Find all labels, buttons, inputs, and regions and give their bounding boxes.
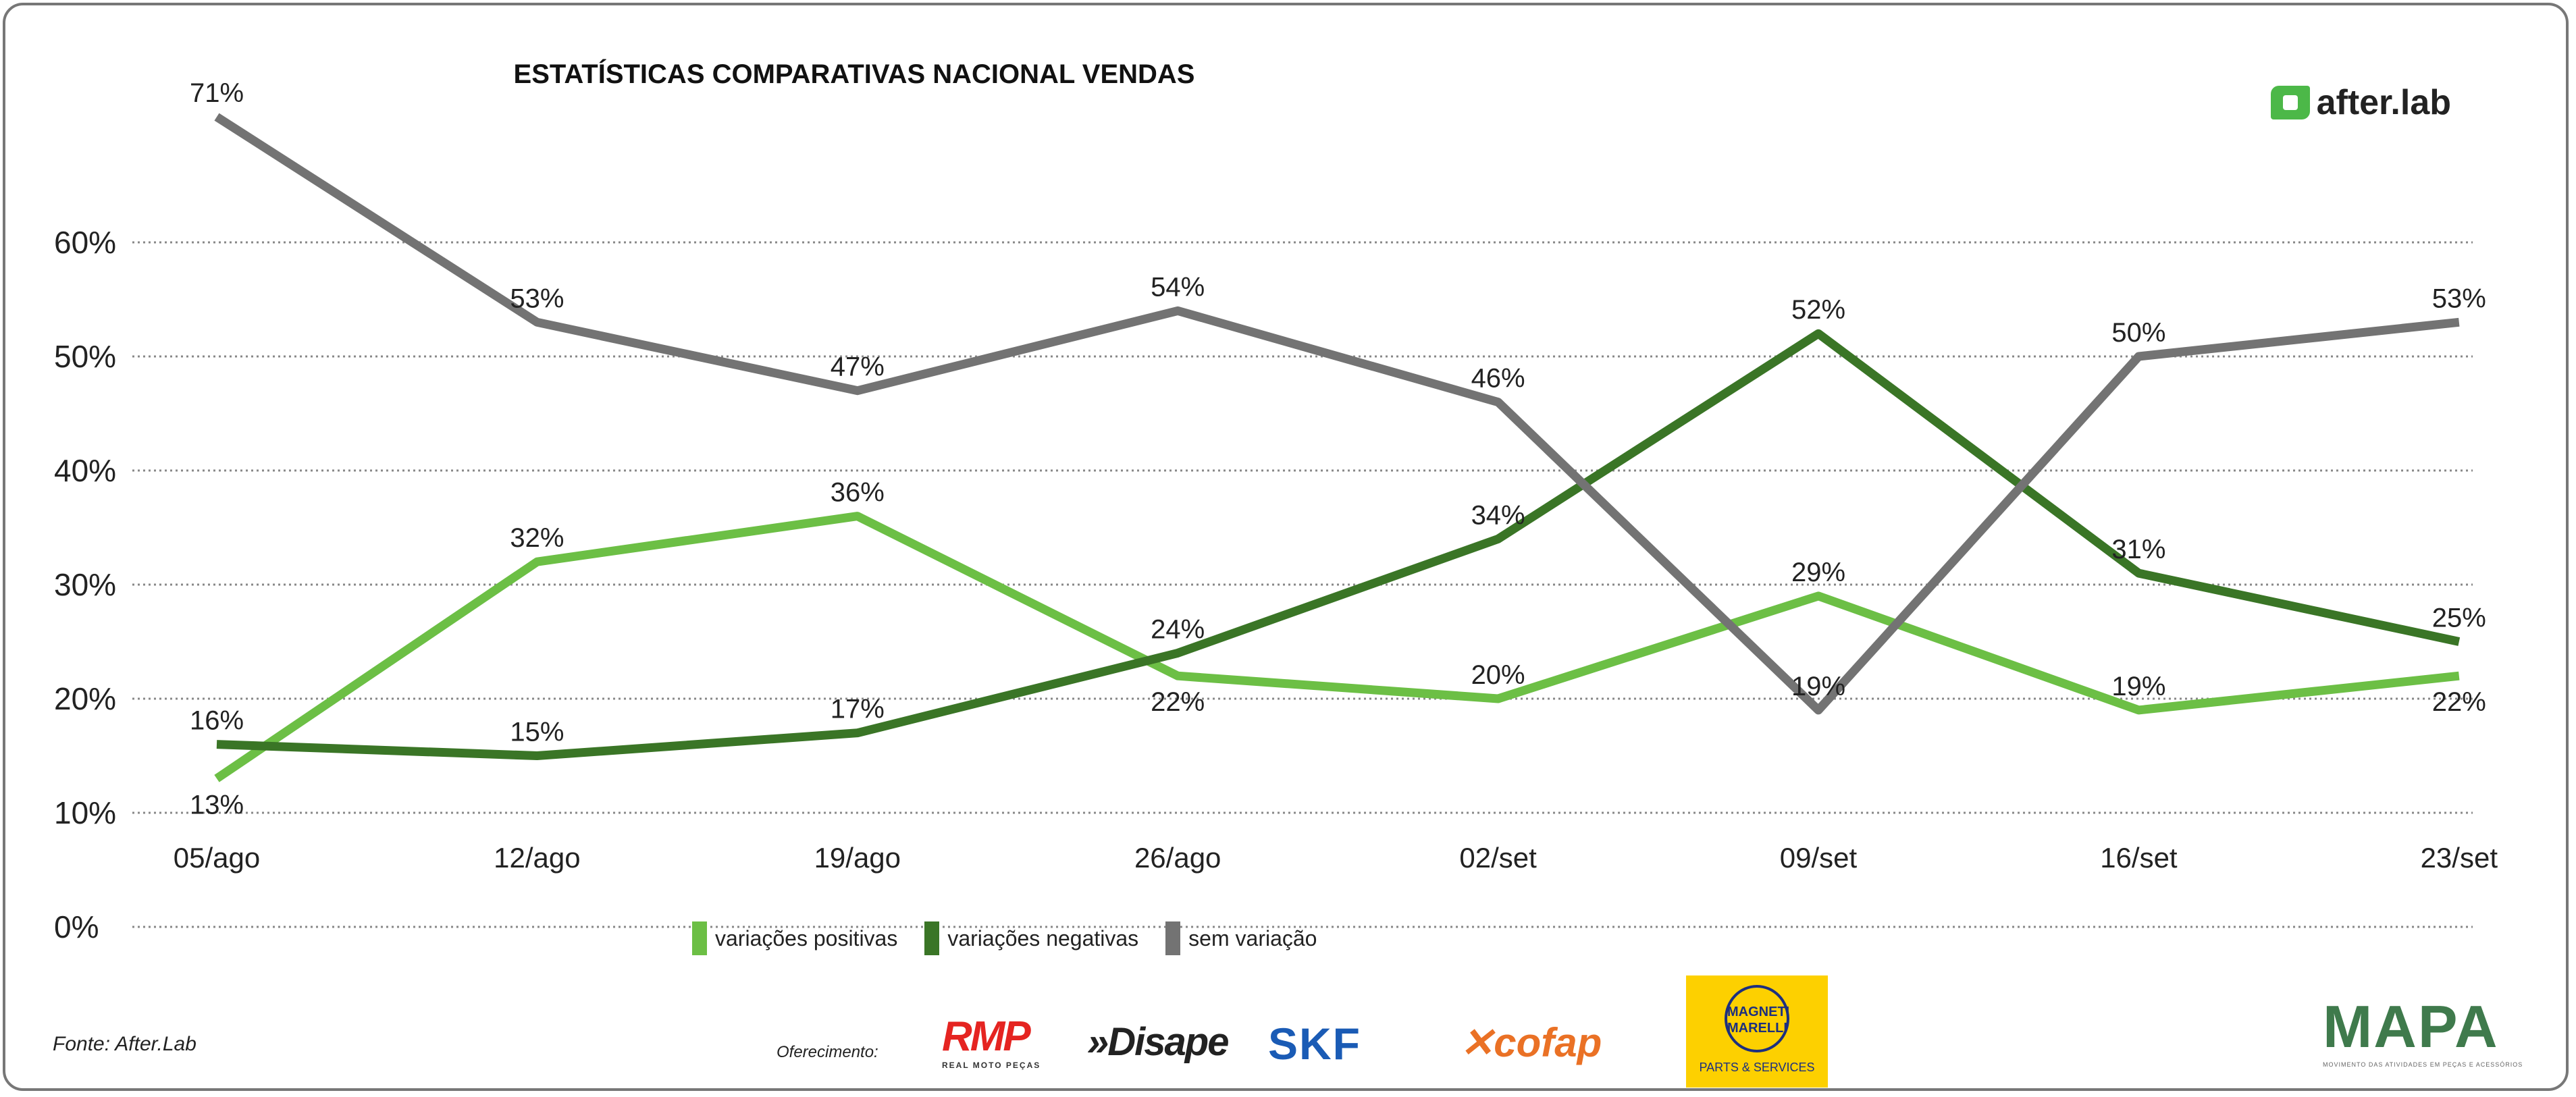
chart-frame (3, 3, 2569, 1091)
legend-item-negative: variações negativas (924, 921, 1138, 955)
afterlab-logo-icon (2270, 86, 2310, 119)
series-line (214, 113, 2460, 715)
x-tick-label: 23/set (2421, 842, 2498, 874)
data-label: 19% (2111, 672, 2165, 701)
legend: variações positivas variações negativas … (692, 921, 1317, 955)
magneti-marelli-oval: MAGNETI MARELLI (1725, 985, 1789, 1052)
mapa-logo-sub: MOVIMENTO DAS ATIVIDADES EM PEÇAS E ACES… (2323, 1061, 2523, 1068)
data-label: 29% (1791, 558, 1845, 587)
legend-swatch (1165, 921, 1181, 955)
skf-logo: SKF (1268, 1019, 1361, 1069)
data-label: 54% (1151, 272, 1205, 302)
data-label: 24% (1151, 614, 1205, 644)
mapa-logo: MAPA MOVIMENTO DAS ATIVIDADES EM PEÇAS E … (2323, 992, 2523, 1068)
data-label: 22% (2432, 687, 2486, 717)
data-label: 53% (2432, 284, 2486, 313)
legend-swatch (692, 921, 707, 955)
x-tick-label: 12/ago (494, 842, 580, 874)
source-note: Fonte: After.Lab (53, 1033, 196, 1055)
legend-label: sem variação (1188, 926, 1317, 951)
data-label: 36% (831, 478, 885, 508)
data-label: 22% (1151, 687, 1205, 717)
x-tick-label: 19/ago (814, 842, 901, 874)
rmp-logo-text: RMP (942, 1013, 1031, 1060)
y-tick-label: 20% (54, 681, 116, 716)
cofap-logo: ✕cofap (1460, 1020, 1602, 1065)
y-tick-label: 0% (54, 909, 99, 944)
data-label: 46% (1471, 364, 1525, 394)
data-label: 71% (190, 78, 244, 108)
disape-logo: »Disape (1087, 1020, 1229, 1064)
legend-swatch (924, 921, 940, 955)
legend-label: variações negativas (947, 926, 1139, 951)
rmp-logo: RMP REAL MOTO PEÇAS (942, 1013, 1041, 1070)
data-label: 20% (1471, 660, 1525, 690)
chart-title: ESTATÍSTICAS COMPARATIVAS NACIONAL VENDA… (513, 59, 1195, 89)
data-label: 53% (510, 284, 564, 313)
y-tick-label: 40% (54, 453, 116, 488)
mapa-logo-text: MAPA (2323, 993, 2499, 1060)
legend-item-positive: variações positivas (692, 921, 897, 955)
sponsors-label: Oferecimento: (777, 1043, 878, 1061)
x-tick-label: 05/ago (174, 842, 260, 874)
series-line (214, 512, 2460, 782)
brand-name: after.lab (2316, 83, 2451, 122)
data-label: 32% (510, 523, 564, 553)
data-label: 25% (2432, 604, 2486, 633)
legend-item-none: sem variação (1165, 921, 1317, 955)
y-tick-label: 10% (54, 795, 116, 830)
data-label: 31% (2111, 535, 2165, 564)
afterlab-logo: after.lab (2270, 82, 2451, 123)
y-tick-label: 60% (54, 225, 116, 260)
data-label: 17% (831, 695, 885, 724)
magneti-marelli-sub: PARTS & SERVICES (1699, 1061, 1815, 1074)
y-tick-label: 50% (54, 339, 116, 374)
y-tick-label: 30% (54, 567, 116, 602)
rmp-logo-sub: REAL MOTO PEÇAS (942, 1061, 1041, 1070)
x-tick-label: 02/set (1459, 842, 1537, 874)
data-label: 15% (510, 718, 564, 747)
data-label: 16% (190, 706, 244, 736)
data-label: 47% (831, 352, 885, 382)
series-line (216, 329, 2461, 760)
x-tick-label: 26/ago (1134, 842, 1221, 874)
data-label: 13% (190, 790, 244, 820)
legend-label: variações positivas (715, 926, 898, 951)
magneti-marelli-logo: MAGNETI MARELLI PARTS & SERVICES (1686, 975, 1828, 1088)
x-tick-label: 09/set (1780, 842, 1858, 874)
x-tick-label: 16/set (2100, 842, 2178, 874)
data-label: 50% (2111, 318, 2165, 348)
data-label: 19% (1791, 672, 1845, 701)
data-label: 52% (1791, 295, 1845, 325)
data-label: 34% (1471, 500, 1525, 530)
